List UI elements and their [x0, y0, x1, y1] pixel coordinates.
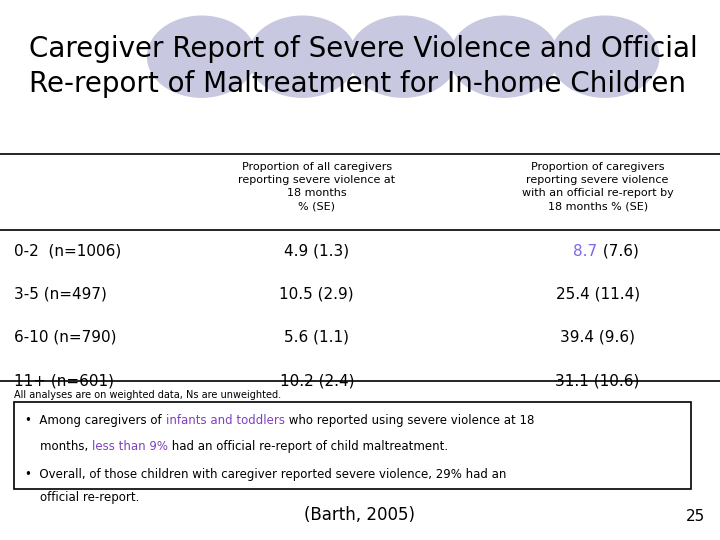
Text: 25.4 (11.4): 25.4 (11.4) — [556, 287, 639, 302]
Text: 7.6 (1.1): 7.6 (1.1) — [284, 416, 349, 431]
Text: 25: 25 — [686, 509, 706, 524]
Text: Proportion of all caregivers
reporting severe violence at
18 months
% (SE): Proportion of all caregivers reporting s… — [238, 162, 395, 212]
Text: 0-2  (n=1006): 0-2 (n=1006) — [14, 244, 122, 259]
Text: 4.9 (1.3): 4.9 (1.3) — [284, 244, 349, 259]
Text: Caregiver Report of Severe Violence and Official
Re-report of Maltreatment for I: Caregiver Report of Severe Violence and … — [29, 35, 698, 98]
Text: 11+ (n=601): 11+ (n=601) — [14, 373, 114, 388]
Text: 31.1 (10.6): 31.1 (10.6) — [555, 373, 640, 388]
Text: 5.6 (1.1): 5.6 (1.1) — [284, 330, 349, 345]
Text: months,: months, — [25, 440, 92, 453]
Text: (7.6): (7.6) — [598, 244, 639, 259]
Text: 8.7: 8.7 — [573, 244, 598, 259]
Text: Total (n=935): Total (n=935) — [14, 416, 130, 431]
Text: 10.5 (2.9): 10.5 (2.9) — [279, 287, 354, 302]
Text: •  Among caregivers of: • Among caregivers of — [25, 414, 166, 427]
Text: infants and toddlers: infants and toddlers — [166, 414, 284, 427]
Text: less than 9%: less than 9% — [92, 440, 168, 453]
Text: •  Overall, of those children with caregiver reported severe violence, 29% had a: • Overall, of those children with caregi… — [25, 468, 507, 481]
Text: had an official re-report of child maltreatment.: had an official re-report of child maltr… — [168, 440, 449, 453]
Text: 28.9: 28.9 — [564, 416, 598, 431]
Text: All analyses are on weighted data, Ns are unweighted.: All analyses are on weighted data, Ns ar… — [14, 390, 282, 400]
FancyBboxPatch shape — [14, 402, 691, 489]
Text: 3-5 (n=497): 3-5 (n=497) — [14, 287, 107, 302]
Text: Proportion of caregivers
reporting severe violence
with an official re-report by: Proportion of caregivers reporting sever… — [522, 162, 673, 212]
Text: official re-report.: official re-report. — [25, 491, 140, 504]
Text: who reported using severe violence at 18: who reported using severe violence at 18 — [284, 414, 534, 427]
Text: 39.4 (9.6): 39.4 (9.6) — [560, 330, 635, 345]
Text: 6-10 (n=790): 6-10 (n=790) — [14, 330, 117, 345]
Text: (Barth, 2005): (Barth, 2005) — [305, 506, 415, 524]
Text: 10.2 (2.4): 10.2 (2.4) — [279, 373, 354, 388]
Text: (5.0): (5.0) — [598, 416, 639, 431]
